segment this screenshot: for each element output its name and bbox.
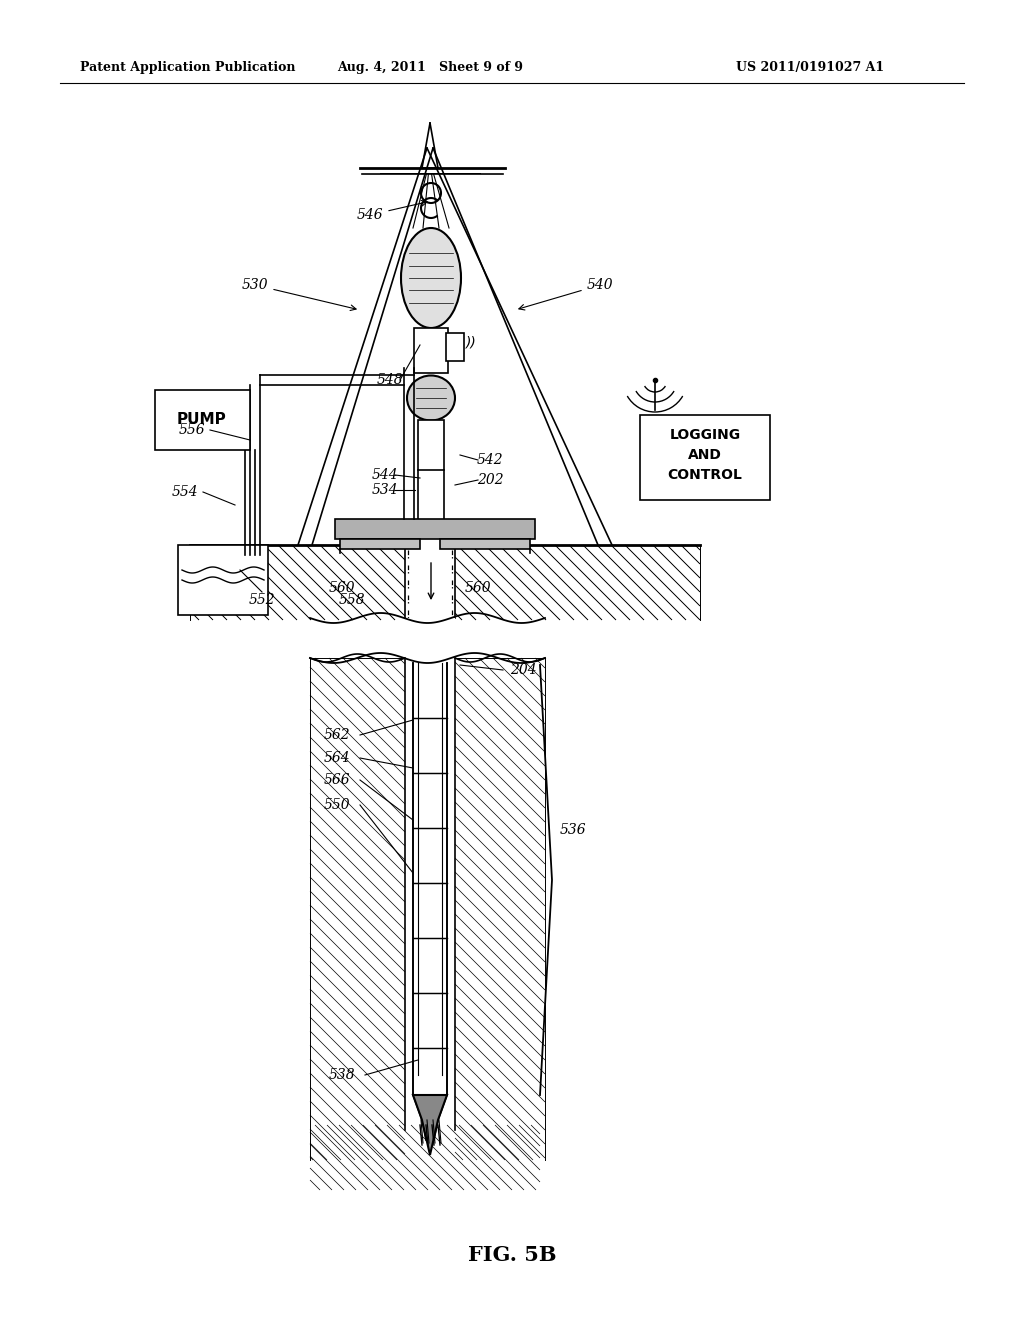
Bar [413,663,447,1096]
Bar [440,539,530,549]
Text: 538: 538 [329,1068,355,1082]
Bar [414,327,449,374]
Text: LOGGING: LOGGING [670,428,740,442]
Bar [178,545,268,615]
Text: 534: 534 [372,483,398,498]
Polygon shape [413,1096,447,1155]
Text: 558: 558 [338,593,365,607]
Text: 548: 548 [377,374,403,387]
Text: 552: 552 [249,593,275,607]
Bar [418,420,444,470]
Text: 560: 560 [465,581,492,595]
Text: 550: 550 [324,799,350,812]
Text: CONTROL: CONTROL [668,469,742,482]
Text: 530: 530 [242,279,356,310]
Text: 536: 536 [560,822,587,837]
Text: )): )) [466,337,477,350]
Ellipse shape [407,375,455,421]
Bar [155,389,250,450]
Text: 554: 554 [171,484,198,499]
Text: PUMP: PUMP [177,412,227,428]
Text: 544: 544 [372,469,398,482]
Text: 556: 556 [178,422,205,437]
Bar [335,519,535,539]
Text: US 2011/0191027 A1: US 2011/0191027 A1 [736,62,884,74]
Text: 540: 540 [519,279,613,310]
Text: AND: AND [688,447,722,462]
Text: 564: 564 [324,751,350,766]
Bar [406,618,455,657]
Text: 566: 566 [324,774,350,787]
Bar [340,539,420,549]
Bar [640,414,770,500]
Text: 542: 542 [477,453,504,467]
Text: 560: 560 [329,581,355,595]
Bar [446,333,464,360]
Text: 562: 562 [324,729,350,742]
Text: 204: 204 [510,663,537,677]
Text: FIG. 5B: FIG. 5B [468,1245,556,1265]
Text: Aug. 4, 2011   Sheet 9 of 9: Aug. 4, 2011 Sheet 9 of 9 [337,62,523,74]
Text: Patent Application Publication: Patent Application Publication [80,62,296,74]
Text: 202: 202 [477,473,504,487]
Ellipse shape [401,228,461,327]
Text: 546: 546 [356,201,427,222]
